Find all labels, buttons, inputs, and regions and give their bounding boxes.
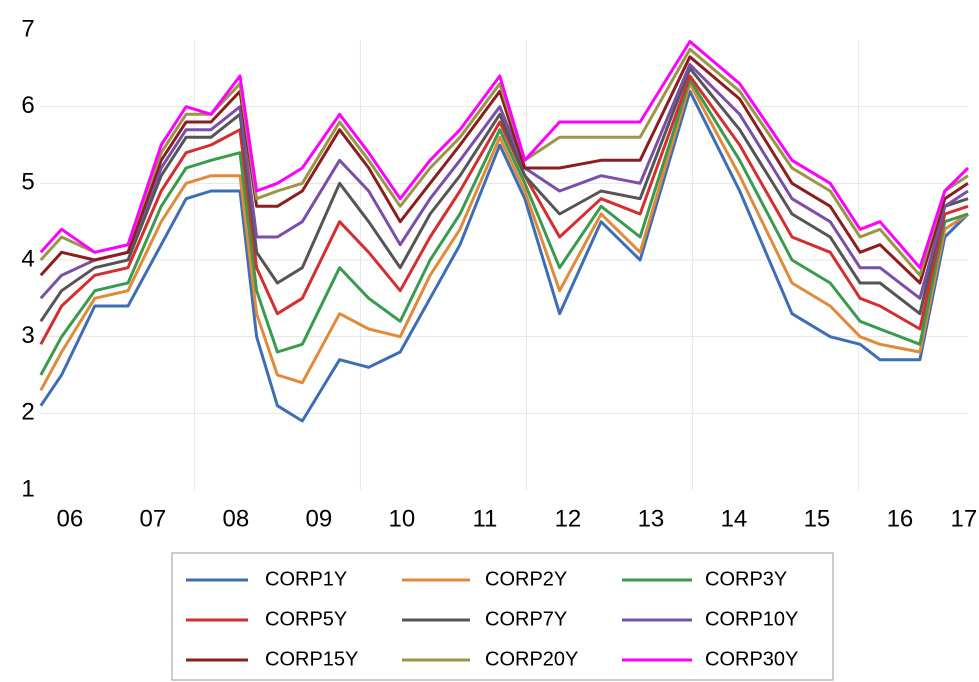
x-tick-label: 16 [887, 505, 914, 532]
series-line [39, 74, 969, 346]
legend-label: CORP15Y [265, 648, 358, 670]
x-tick-label: 11 [472, 505, 497, 532]
y-tick-label: 7 [21, 15, 34, 42]
x-tick-label: 14 [721, 505, 748, 532]
legend-label: CORP7Y [485, 608, 567, 630]
legend-label: CORP20Y [485, 648, 578, 670]
y-tick-label: 2 [21, 399, 34, 426]
x-tick-label: 10 [389, 505, 416, 532]
series-line [39, 66, 969, 323]
series-line [39, 47, 969, 277]
x-tick-label: 09 [306, 505, 333, 532]
legend-label: CORP5Y [265, 608, 347, 630]
legend-label: CORP2Y [485, 568, 567, 590]
legend-label: CORP30Y [705, 648, 798, 670]
series-line [39, 40, 970, 270]
y-tick-label: 6 [21, 92, 34, 119]
legend: CORP1Y CORP2Y CORP3Y CORP5Y CORP7Y CORP10Y COR… [186, 568, 798, 670]
series-line [39, 82, 969, 392]
legend-label: CORP10Y [705, 608, 798, 630]
x-tick-label: 13 [638, 505, 665, 532]
x-tick-label: 06 [57, 505, 84, 532]
series-line [39, 89, 970, 423]
y-tick-label: 3 [21, 322, 34, 349]
legend-box [171, 552, 834, 681]
legend-label: CORP1Y [265, 568, 347, 590]
legend-label: CORP3Y [705, 568, 787, 590]
y-tick-label: 5 [21, 169, 34, 196]
y-tick-label: 1 [21, 475, 34, 502]
series-line [39, 63, 969, 300]
y-tick-label: 4 [21, 245, 34, 272]
x-tick-label: 08 [223, 505, 250, 532]
x-tick-label: 07 [140, 505, 167, 532]
x-tick-label: 15 [804, 505, 831, 532]
series-line [39, 78, 969, 376]
x-tick-label: 12 [555, 505, 582, 532]
series-line [39, 55, 969, 285]
x-tick-label: 17 [950, 505, 977, 532]
